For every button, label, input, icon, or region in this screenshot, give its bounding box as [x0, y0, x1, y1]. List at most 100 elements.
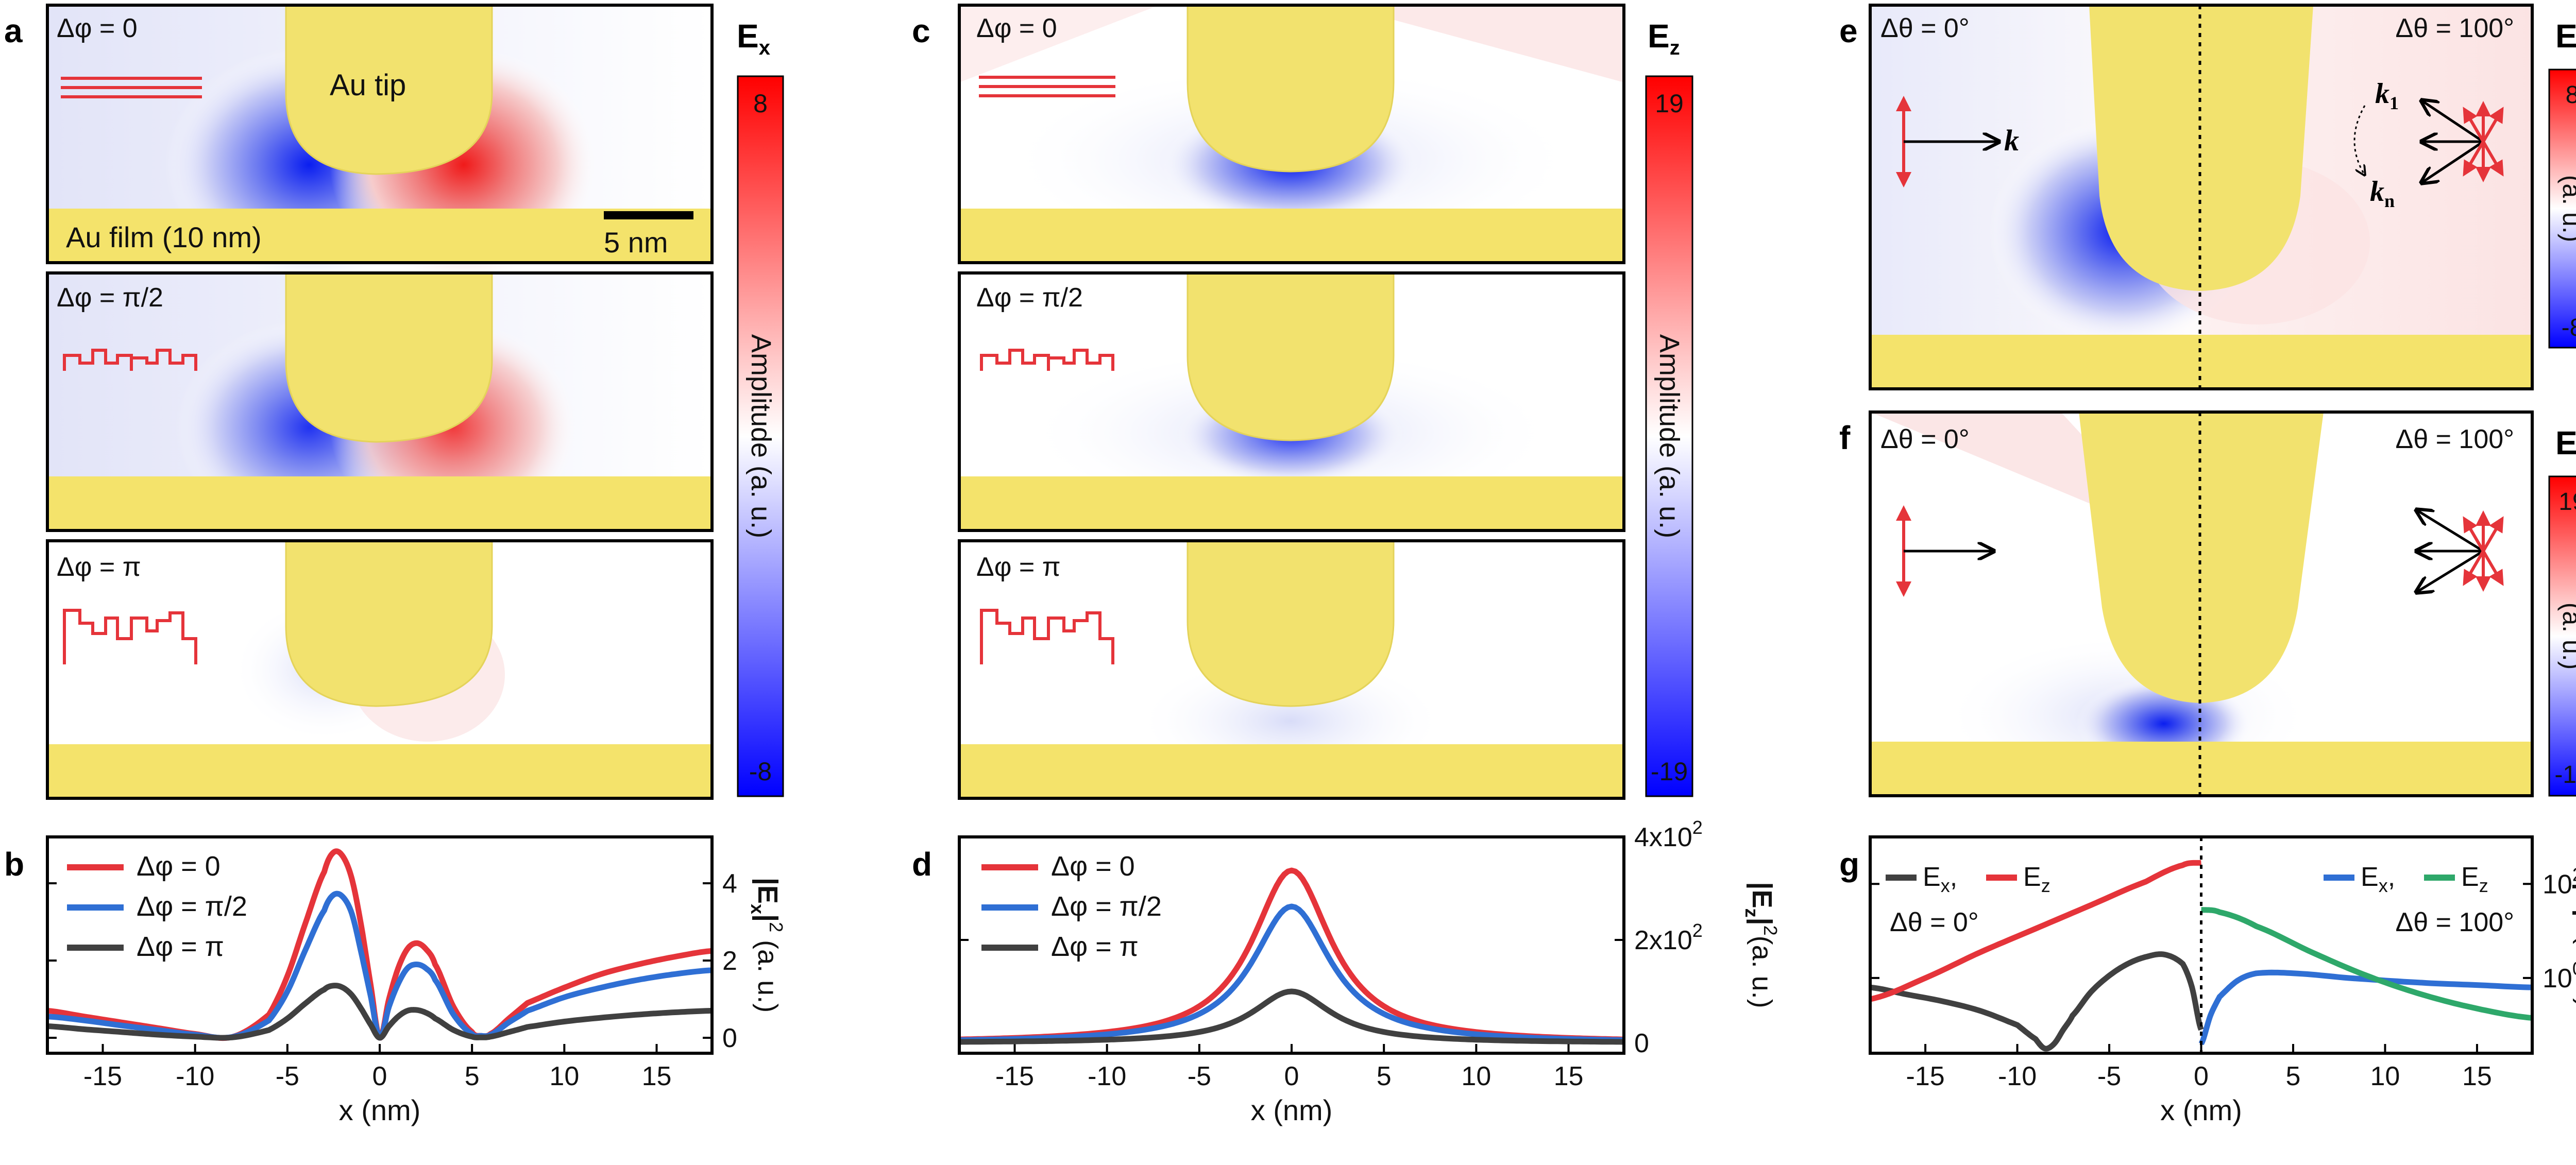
panel-e: e Δθ = 0° Δθ = 100° k k1 kn Ex: [1839, 4, 2576, 390]
row-label: Δφ = 0: [976, 13, 1057, 43]
frame: [1869, 410, 2534, 797]
colorbar-gradient: [1645, 75, 1693, 797]
row-label: Δφ = π: [976, 552, 1061, 582]
x-tick-label: -15: [83, 1061, 122, 1091]
au-film: [47, 476, 712, 530]
x-axis-label: x (nm): [339, 1094, 421, 1126]
y-tick-label: 2: [722, 946, 737, 976]
legend-label: Ex,: [2361, 862, 2395, 896]
left-label: Δθ = 0°: [1880, 13, 1970, 43]
legend-label: Δφ = π/2: [1051, 891, 1162, 922]
au-film: [959, 476, 1624, 530]
legend-note: Δθ = 0°: [1890, 907, 1979, 937]
right-label: Δθ = 100°: [2396, 424, 2514, 454]
polarization-star-icon: [2463, 510, 2504, 592]
colorbar-axis-label: Amplitude (a. u.): [745, 334, 776, 538]
series-line: [961, 903, 1622, 1043]
x-tick-label: 15: [2462, 1061, 2492, 1091]
au-tip-left: [2079, 412, 2200, 703]
legend-label: Δφ = π: [137, 931, 224, 962]
row-label: Δφ = π/2: [976, 283, 1083, 313]
x-tick-label: 0: [1284, 1061, 1299, 1091]
panel-label-c: c: [912, 12, 930, 49]
x-tick-label: 5: [1377, 1061, 1392, 1091]
series-line: [2200, 907, 2531, 1021]
right-label: Δθ = 100°: [2396, 13, 2514, 43]
colorbar-gradient: [737, 75, 784, 797]
colorbar-min: -19: [2554, 761, 2576, 789]
panel-label-b: b: [4, 846, 24, 883]
frame: [46, 539, 714, 800]
x-tick-label: 0: [2194, 1061, 2209, 1091]
y-tick-label: 0: [722, 1023, 737, 1053]
pulse-flat-icon: [61, 77, 202, 98]
panel-c-row-2: Δφ = π/2: [958, 271, 1625, 532]
scale-bar-label: 5 nm: [604, 226, 668, 259]
row-label: Δφ = 0: [57, 13, 138, 43]
colorbar-max: 8: [2566, 81, 2576, 109]
panel-label-g: g: [1839, 846, 1859, 883]
pulse-half-icon: [980, 349, 1114, 371]
y-axis-label: |Ex|2 (a. u.): [747, 878, 787, 1013]
x-tick-label: -5: [276, 1061, 299, 1091]
y-tick-label: 100: [2543, 958, 2576, 993]
colorbar-title: Ez: [2555, 424, 2576, 466]
colorbar-axis-label: (a. u.): [2557, 603, 2576, 670]
au-tip: [1187, 4, 1395, 173]
panel-a: a Δφ = 0 Au tip Au film (10 nm) 5 nm: [4, 4, 784, 800]
panel-c-row-1: Δφ = 0: [958, 4, 1625, 264]
legend-label: Ez: [2461, 862, 2488, 896]
k-label: k: [2004, 124, 2019, 157]
y-tick-label: 2x102: [1634, 920, 1703, 955]
au-tip-right: [2200, 5, 2313, 291]
panel-c-row-3: Δφ = π: [958, 539, 1625, 800]
colorbar-title: Ex: [737, 18, 770, 59]
au-tip-right: [2200, 412, 2324, 703]
frame: [46, 4, 714, 264]
panel-a-row-2: Δφ = π/2: [46, 271, 714, 536]
y-axis-label: |Ez|2(a. u.): [1741, 882, 1781, 1008]
x-tick-label: -5: [1188, 1061, 1211, 1091]
plot-d: d -15 -10 -5 0 5 10 15x (nm)02x1024x102|Ez|2(a…: [912, 817, 1781, 1126]
plot-g: g -15 -10 -5 0 5 10 15 x (nm) 100 102|E|2 (a. u.)…: [1839, 835, 2576, 1126]
panel-a-row-1: Δφ = 0 Au tip Au film (10 nm) 5 nm: [46, 4, 714, 283]
x-tick-label: -10: [1998, 1061, 2037, 1091]
x-axis-label: x (nm): [2160, 1094, 2242, 1126]
legend-label: Ex,: [1923, 862, 1957, 896]
pulse-pi-icon: [980, 609, 1114, 664]
legend-label: Δφ = 0: [137, 851, 221, 882]
x-tick-label: -15: [1906, 1061, 1945, 1091]
pulse-flat-icon: [979, 76, 1115, 97]
pulse-half-icon: [63, 349, 197, 371]
colorbar-a: Ex 8 -8 Amplitude (a. u.): [737, 18, 784, 797]
colorbar-min: -19: [1651, 757, 1688, 786]
y-tick-label: 4x102: [1634, 817, 1703, 852]
panel-f: f Δθ = 0° Δθ = 100° Ez 19 -19 (a. u.): [1839, 410, 2576, 798]
colorbar-title: Ex: [2555, 18, 2576, 59]
colorbar-f: Ez 19 -19 (a. u.): [2548, 424, 2576, 797]
panel-label-a: a: [4, 12, 23, 49]
left-label: Δθ = 0°: [1880, 424, 1970, 454]
x-tick-label: -15: [995, 1061, 1034, 1091]
x-tick-label: 15: [1554, 1061, 1584, 1091]
x-tick-label: 15: [642, 1061, 672, 1091]
au-film-label: Au film (10 nm): [66, 221, 262, 253]
polarization-star-icon: [2463, 101, 2504, 182]
panel-c: c Δφ = 0 Δφ = π/2: [912, 4, 1693, 800]
au-tip: [285, 4, 493, 175]
legend-label: Δφ = 0: [1051, 851, 1135, 882]
panel-label-e: e: [1839, 12, 1858, 49]
colorbar-gradient: [2548, 68, 2576, 349]
series-line: [1872, 951, 2204, 1052]
frame: [1869, 4, 2534, 390]
frame: [46, 271, 714, 532]
colorbar-axis-label: Amplitude (a. u.): [1654, 334, 1685, 538]
colorbar-max: 19: [1655, 89, 1684, 118]
x-tick-label: 10: [2370, 1061, 2400, 1091]
au-tip: [285, 540, 493, 707]
x-tick-label: 0: [372, 1061, 387, 1091]
x-tick-label: 5: [2286, 1061, 2301, 1091]
panel-a-row-3: Δφ = π: [46, 539, 714, 800]
au-tip-left: [2089, 5, 2200, 291]
